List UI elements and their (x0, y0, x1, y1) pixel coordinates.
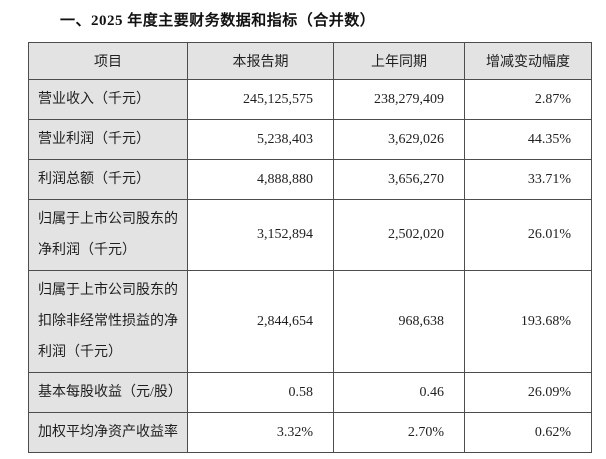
row-label: 归属于上市公司股东的净利润（千元） (28, 199, 188, 271)
table-row-weighted-average-roe: 加权平均净资产收益率 3.32% 2.70% 0.62% (28, 412, 592, 453)
row-label: 基本每股收益（元/股） (28, 372, 188, 413)
current-period-value: 3.32% (187, 412, 334, 453)
change-value: 44.35% (464, 119, 592, 160)
column-header-item: 项目 (28, 42, 188, 80)
row-label: 利润总额（千元） (28, 159, 188, 200)
prior-period-value: 3,656,270 (333, 159, 465, 200)
current-period-value: 245,125,575 (187, 79, 334, 120)
prior-period-value: 0.46 (333, 372, 465, 413)
current-period-value: 0.58 (187, 372, 334, 413)
row-label: 营业利润（千元） (28, 119, 188, 160)
prior-period-value: 968,638 (333, 270, 465, 373)
change-value: 26.01% (464, 199, 592, 271)
prior-period-value: 3,629,026 (333, 119, 465, 160)
table-row-net-profit-excl-nonrecurring: 归属于上市公司股东的扣除非经常性损益的净利润（千元） 2,844,654 968… (28, 270, 592, 373)
table-row-operating-revenue: 营业收入（千元） 245,125,575 238,279,409 2.87% (28, 79, 592, 120)
change-value: 0.62% (464, 412, 592, 453)
current-period-value: 2,844,654 (187, 270, 334, 373)
current-period-value: 4,888,880 (187, 159, 334, 200)
row-label: 营业收入（千元） (28, 79, 188, 120)
change-value: 193.68% (464, 270, 592, 373)
financial-data-table: 项目 本报告期 上年同期 增减变动幅度 营业收入（千元） 245,125,575… (28, 42, 592, 453)
table-header-row: 项目 本报告期 上年同期 增减变动幅度 (28, 42, 592, 80)
column-header-current-period: 本报告期 (187, 42, 334, 80)
change-value: 2.87% (464, 79, 592, 120)
current-period-value: 3,152,894 (187, 199, 334, 271)
row-label: 加权平均净资产收益率 (28, 412, 188, 453)
prior-period-value: 238,279,409 (333, 79, 465, 120)
change-value: 26.09% (464, 372, 592, 413)
current-period-value: 5,238,403 (187, 119, 334, 160)
table-row-total-profit: 利润总额（千元） 4,888,880 3,656,270 33.71% (28, 159, 592, 200)
prior-period-value: 2.70% (333, 412, 465, 453)
column-header-change: 增减变动幅度 (464, 42, 592, 80)
section-title: 一、2025 年度主要财务数据和指标（合并数） (60, 13, 376, 29)
row-label: 归属于上市公司股东的扣除非经常性损益的净利润（千元） (28, 270, 188, 373)
table-row-net-profit-attributable: 归属于上市公司股东的净利润（千元） 3,152,894 2,502,020 26… (28, 199, 592, 271)
table-row-operating-profit: 营业利润（千元） 5,238,403 3,629,026 44.35% (28, 119, 592, 160)
prior-period-value: 2,502,020 (333, 199, 465, 271)
change-value: 33.71% (464, 159, 592, 200)
table-row-basic-eps: 基本每股收益（元/股） 0.58 0.46 26.09% (28, 372, 592, 413)
column-header-prior-period: 上年同期 (333, 42, 465, 80)
